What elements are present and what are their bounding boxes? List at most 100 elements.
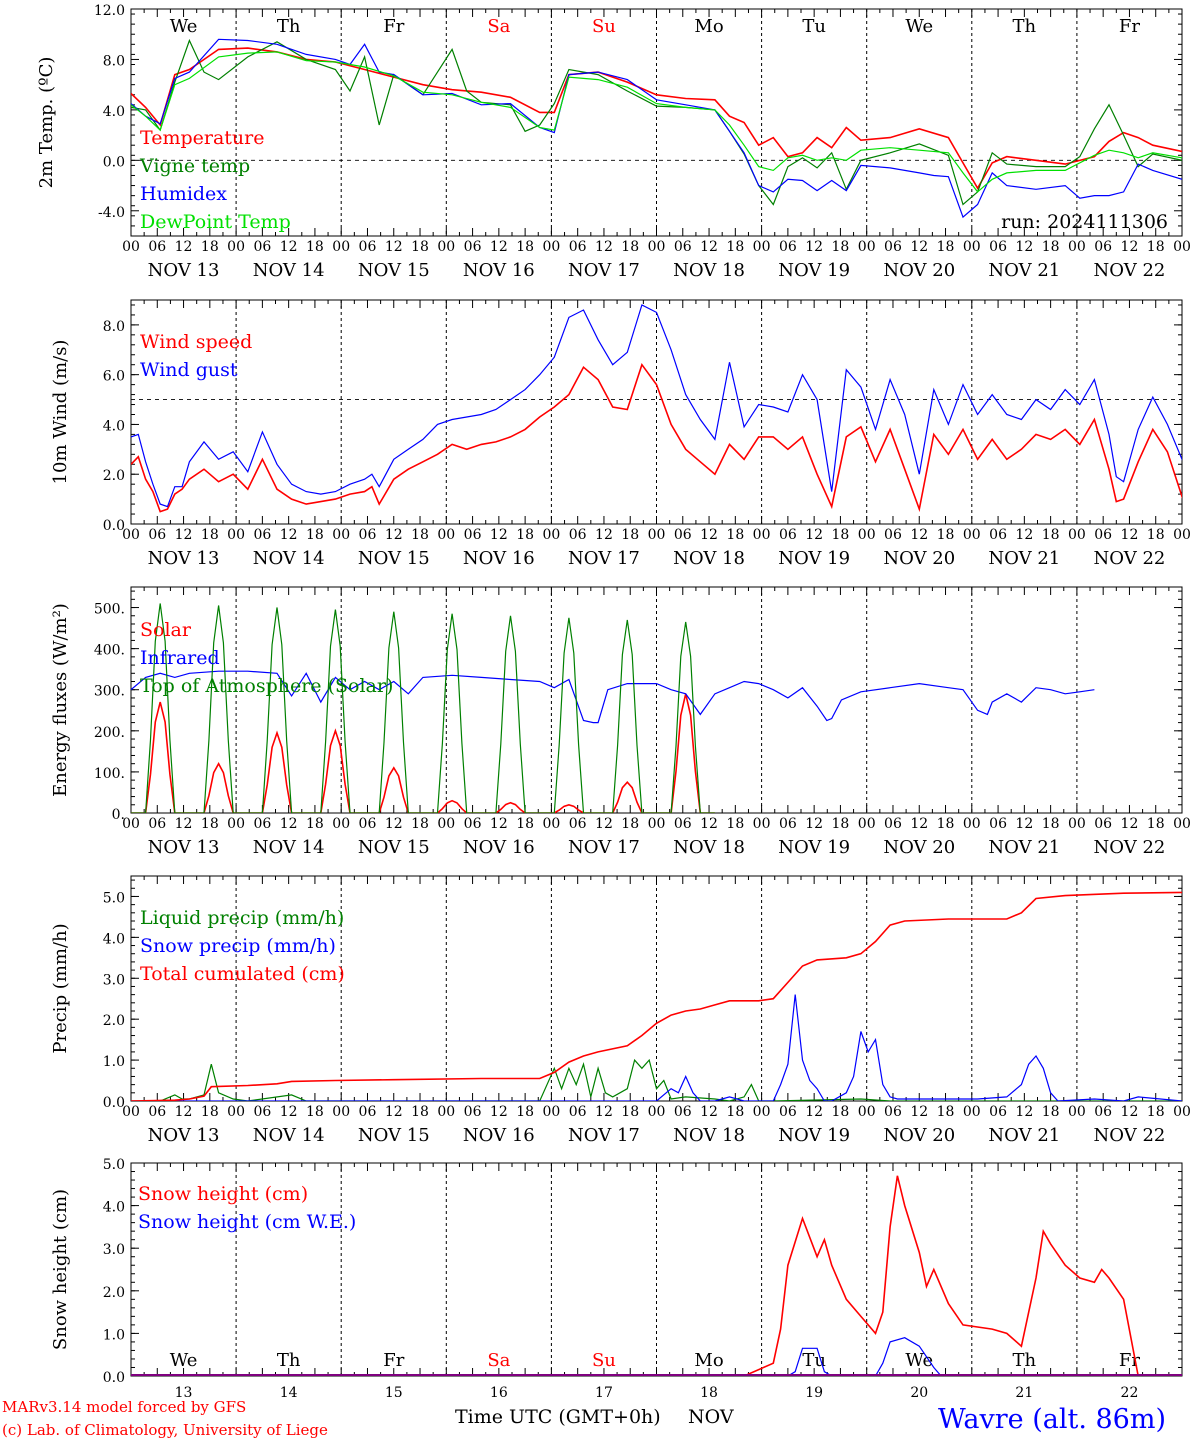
- y-tick-label: 4.0: [103, 104, 125, 120]
- y-tick-label: 0.: [112, 807, 125, 823]
- x-day-label: NOV 13: [148, 1125, 220, 1146]
- y-tick-label: 1.0: [103, 1054, 125, 1070]
- footer-xlabel: Time UTC (GMT+0h): [455, 1406, 661, 1428]
- x-day-label: NOV 15: [358, 260, 430, 281]
- x-day-label: NOV 13: [148, 837, 220, 858]
- weekday-label: Su: [592, 16, 616, 37]
- y-tick-label: 6.0: [103, 369, 125, 385]
- x-day-number: 19: [805, 1385, 823, 1401]
- series-line-snow-height-cm-w-e-: [131, 1337, 1182, 1376]
- x-hour-label: 00: [437, 816, 455, 832]
- series-line-snow-precip-mm-h-: [131, 994, 1182, 1101]
- x-hour-label: 18: [516, 527, 534, 543]
- x-hour-label: 18: [306, 239, 324, 255]
- x-hour-label: 06: [253, 239, 271, 255]
- plot-frame: [130, 299, 1183, 525]
- x-hour-label: 12: [490, 816, 508, 832]
- x-hour-label: 12: [490, 239, 508, 255]
- x-hour-label: 00: [1173, 816, 1191, 832]
- x-hour-label: 12: [1015, 1104, 1033, 1120]
- x-hour-label: 12: [175, 239, 193, 255]
- weekday-label: Su: [592, 1350, 616, 1371]
- y-tick-label: 5.0: [103, 890, 125, 906]
- x-hour-label: 18: [832, 527, 850, 543]
- x-hour-label: 00: [1068, 1104, 1086, 1120]
- x-hour-label: 00: [437, 527, 455, 543]
- x-hour-label: 00: [1068, 816, 1086, 832]
- x-day-label: NOV 22: [1094, 837, 1166, 858]
- x-day-label: NOV 21: [988, 837, 1060, 858]
- legend-entry: Wind speed: [140, 331, 252, 353]
- x-hour-label: 12: [805, 239, 823, 255]
- x-day-label: NOV 20: [883, 837, 955, 858]
- x-hour-label: 12: [595, 1104, 613, 1120]
- x-hour-label: 12: [805, 1104, 823, 1120]
- weekday-label: Th: [1013, 16, 1037, 37]
- y-tick-label: 8.0: [103, 53, 125, 69]
- x-hour-label: 06: [464, 816, 482, 832]
- x-hour-label: 06: [779, 1104, 797, 1120]
- x-hour-label: 06: [569, 527, 587, 543]
- x-hour-label: 18: [621, 816, 639, 832]
- x-hour-label: 12: [175, 527, 193, 543]
- x-hour-label: 00: [542, 1104, 560, 1120]
- weekday-label: We: [170, 16, 198, 37]
- x-day-number: 21: [1015, 1385, 1033, 1401]
- x-day-label: NOV 22: [1094, 260, 1166, 281]
- y-tick-label: 500.: [94, 602, 125, 618]
- weekday-label: Sa: [487, 1350, 510, 1371]
- meteogram-panels: 12.0 8.0 4.0 0.0 -4.0 2m Temp. (ºC) 00 06 12 18 NO…: [36, 3, 1191, 1401]
- x-hour-label: 18: [201, 1104, 219, 1120]
- x-hour-label: 12: [910, 1104, 928, 1120]
- x-hour-label: 00: [648, 816, 666, 832]
- x-hour-label: 18: [201, 527, 219, 543]
- x-hour-label: 06: [253, 527, 271, 543]
- y-axis-label: 10m Wind (m/s): [50, 340, 71, 485]
- x-hour-label: 00: [1173, 1104, 1191, 1120]
- x-hour-label: 00: [963, 1104, 981, 1120]
- x-hour-label: 06: [989, 239, 1007, 255]
- x-hour-label: 12: [700, 527, 718, 543]
- x-hour-label: 18: [1042, 816, 1060, 832]
- x-hour-label: 18: [201, 816, 219, 832]
- x-hour-label: 06: [674, 816, 692, 832]
- x-hour-label: 00: [122, 527, 140, 543]
- x-hour-label: 00: [122, 816, 140, 832]
- x-day-label: NOV 21: [988, 1125, 1060, 1146]
- x-hour-label: 12: [490, 1104, 508, 1120]
- weekday-label: Fr: [383, 1350, 404, 1371]
- x-day-label: NOV 14: [253, 260, 325, 281]
- x-hour-label: 00: [122, 1104, 140, 1120]
- x-hour-label: 18: [516, 816, 534, 832]
- x-hour-label: 06: [359, 239, 377, 255]
- series-line-snow-height-cm-: [131, 1175, 1182, 1376]
- x-hour-label: 12: [280, 816, 298, 832]
- y-axis-label: Energy fluxes (W/m²): [50, 603, 71, 797]
- legend-entry: Snow height (cm): [138, 1183, 308, 1205]
- x-hour-label: 12: [1015, 816, 1033, 832]
- y-tick-label: 5.0: [103, 1157, 125, 1173]
- run-annotation: run: 2024111306: [1001, 211, 1168, 233]
- x-hour-label: 00: [227, 527, 245, 543]
- weekday-label: Fr: [383, 16, 404, 37]
- x-day-label: NOV 18: [673, 837, 745, 858]
- x-hour-label: 06: [359, 1104, 377, 1120]
- x-hour-label: 00: [227, 1104, 245, 1120]
- x-hour-label: 18: [1147, 1104, 1165, 1120]
- x-day-label: NOV 18: [673, 548, 745, 569]
- x-hour-label: 00: [858, 239, 876, 255]
- x-day-label: NOV 15: [358, 1125, 430, 1146]
- x-hour-label: 12: [1121, 527, 1139, 543]
- x-hour-label: 12: [910, 816, 928, 832]
- x-hour-label: 00: [542, 816, 560, 832]
- x-hour-label: 12: [1121, 816, 1139, 832]
- x-hour-label: 00: [227, 239, 245, 255]
- x-hour-label: 06: [674, 527, 692, 543]
- x-hour-label: 12: [595, 239, 613, 255]
- x-day-label: NOV 22: [1094, 548, 1166, 569]
- x-hour-label: 06: [884, 527, 902, 543]
- x-hour-label: 12: [805, 527, 823, 543]
- legend-entry: Wind gust: [140, 359, 238, 381]
- x-hour-label: 00: [332, 1104, 350, 1120]
